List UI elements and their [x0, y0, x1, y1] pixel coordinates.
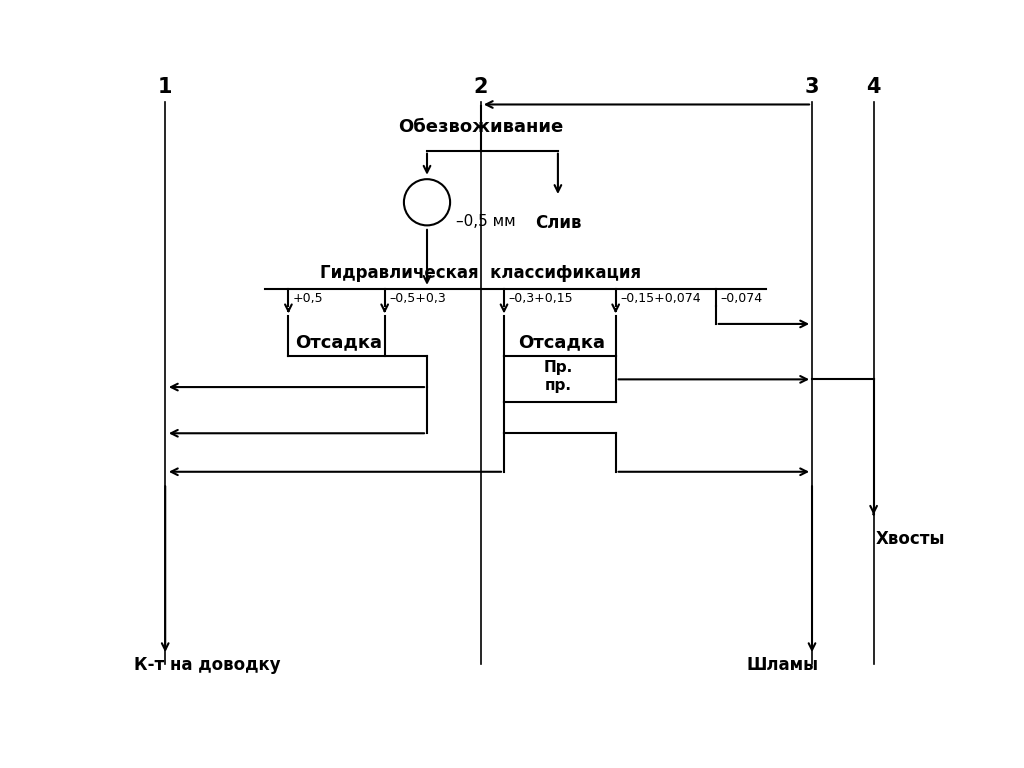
Text: Пр.
пр.: Пр. пр.	[544, 360, 572, 392]
Text: 3: 3	[805, 77, 819, 97]
Text: Отсадка: Отсадка	[295, 333, 382, 351]
Text: Шламы: Шламы	[746, 657, 818, 674]
Text: –0,3+0,15: –0,3+0,15	[509, 293, 573, 306]
Text: –0,5 мм: –0,5 мм	[456, 214, 515, 229]
Text: Отсадка: Отсадка	[518, 333, 605, 351]
Text: –0,5+0,3: –0,5+0,3	[389, 293, 446, 306]
Text: Гидравлическая  классификация: Гидравлическая классификация	[321, 264, 641, 282]
Text: К-т на доводку: К-т на доводку	[134, 657, 281, 674]
Text: 2: 2	[474, 77, 488, 97]
Text: 4: 4	[866, 77, 881, 97]
Text: Слив: Слив	[535, 214, 582, 232]
Text: Обезвоживание: Обезвоживание	[398, 118, 563, 136]
Text: Хвосты: Хвосты	[876, 529, 945, 548]
Text: –0,074: –0,074	[720, 293, 763, 306]
Text: –0,15+0,074: –0,15+0,074	[621, 293, 700, 306]
Text: +0,5: +0,5	[293, 293, 324, 306]
Text: 1: 1	[158, 77, 172, 97]
